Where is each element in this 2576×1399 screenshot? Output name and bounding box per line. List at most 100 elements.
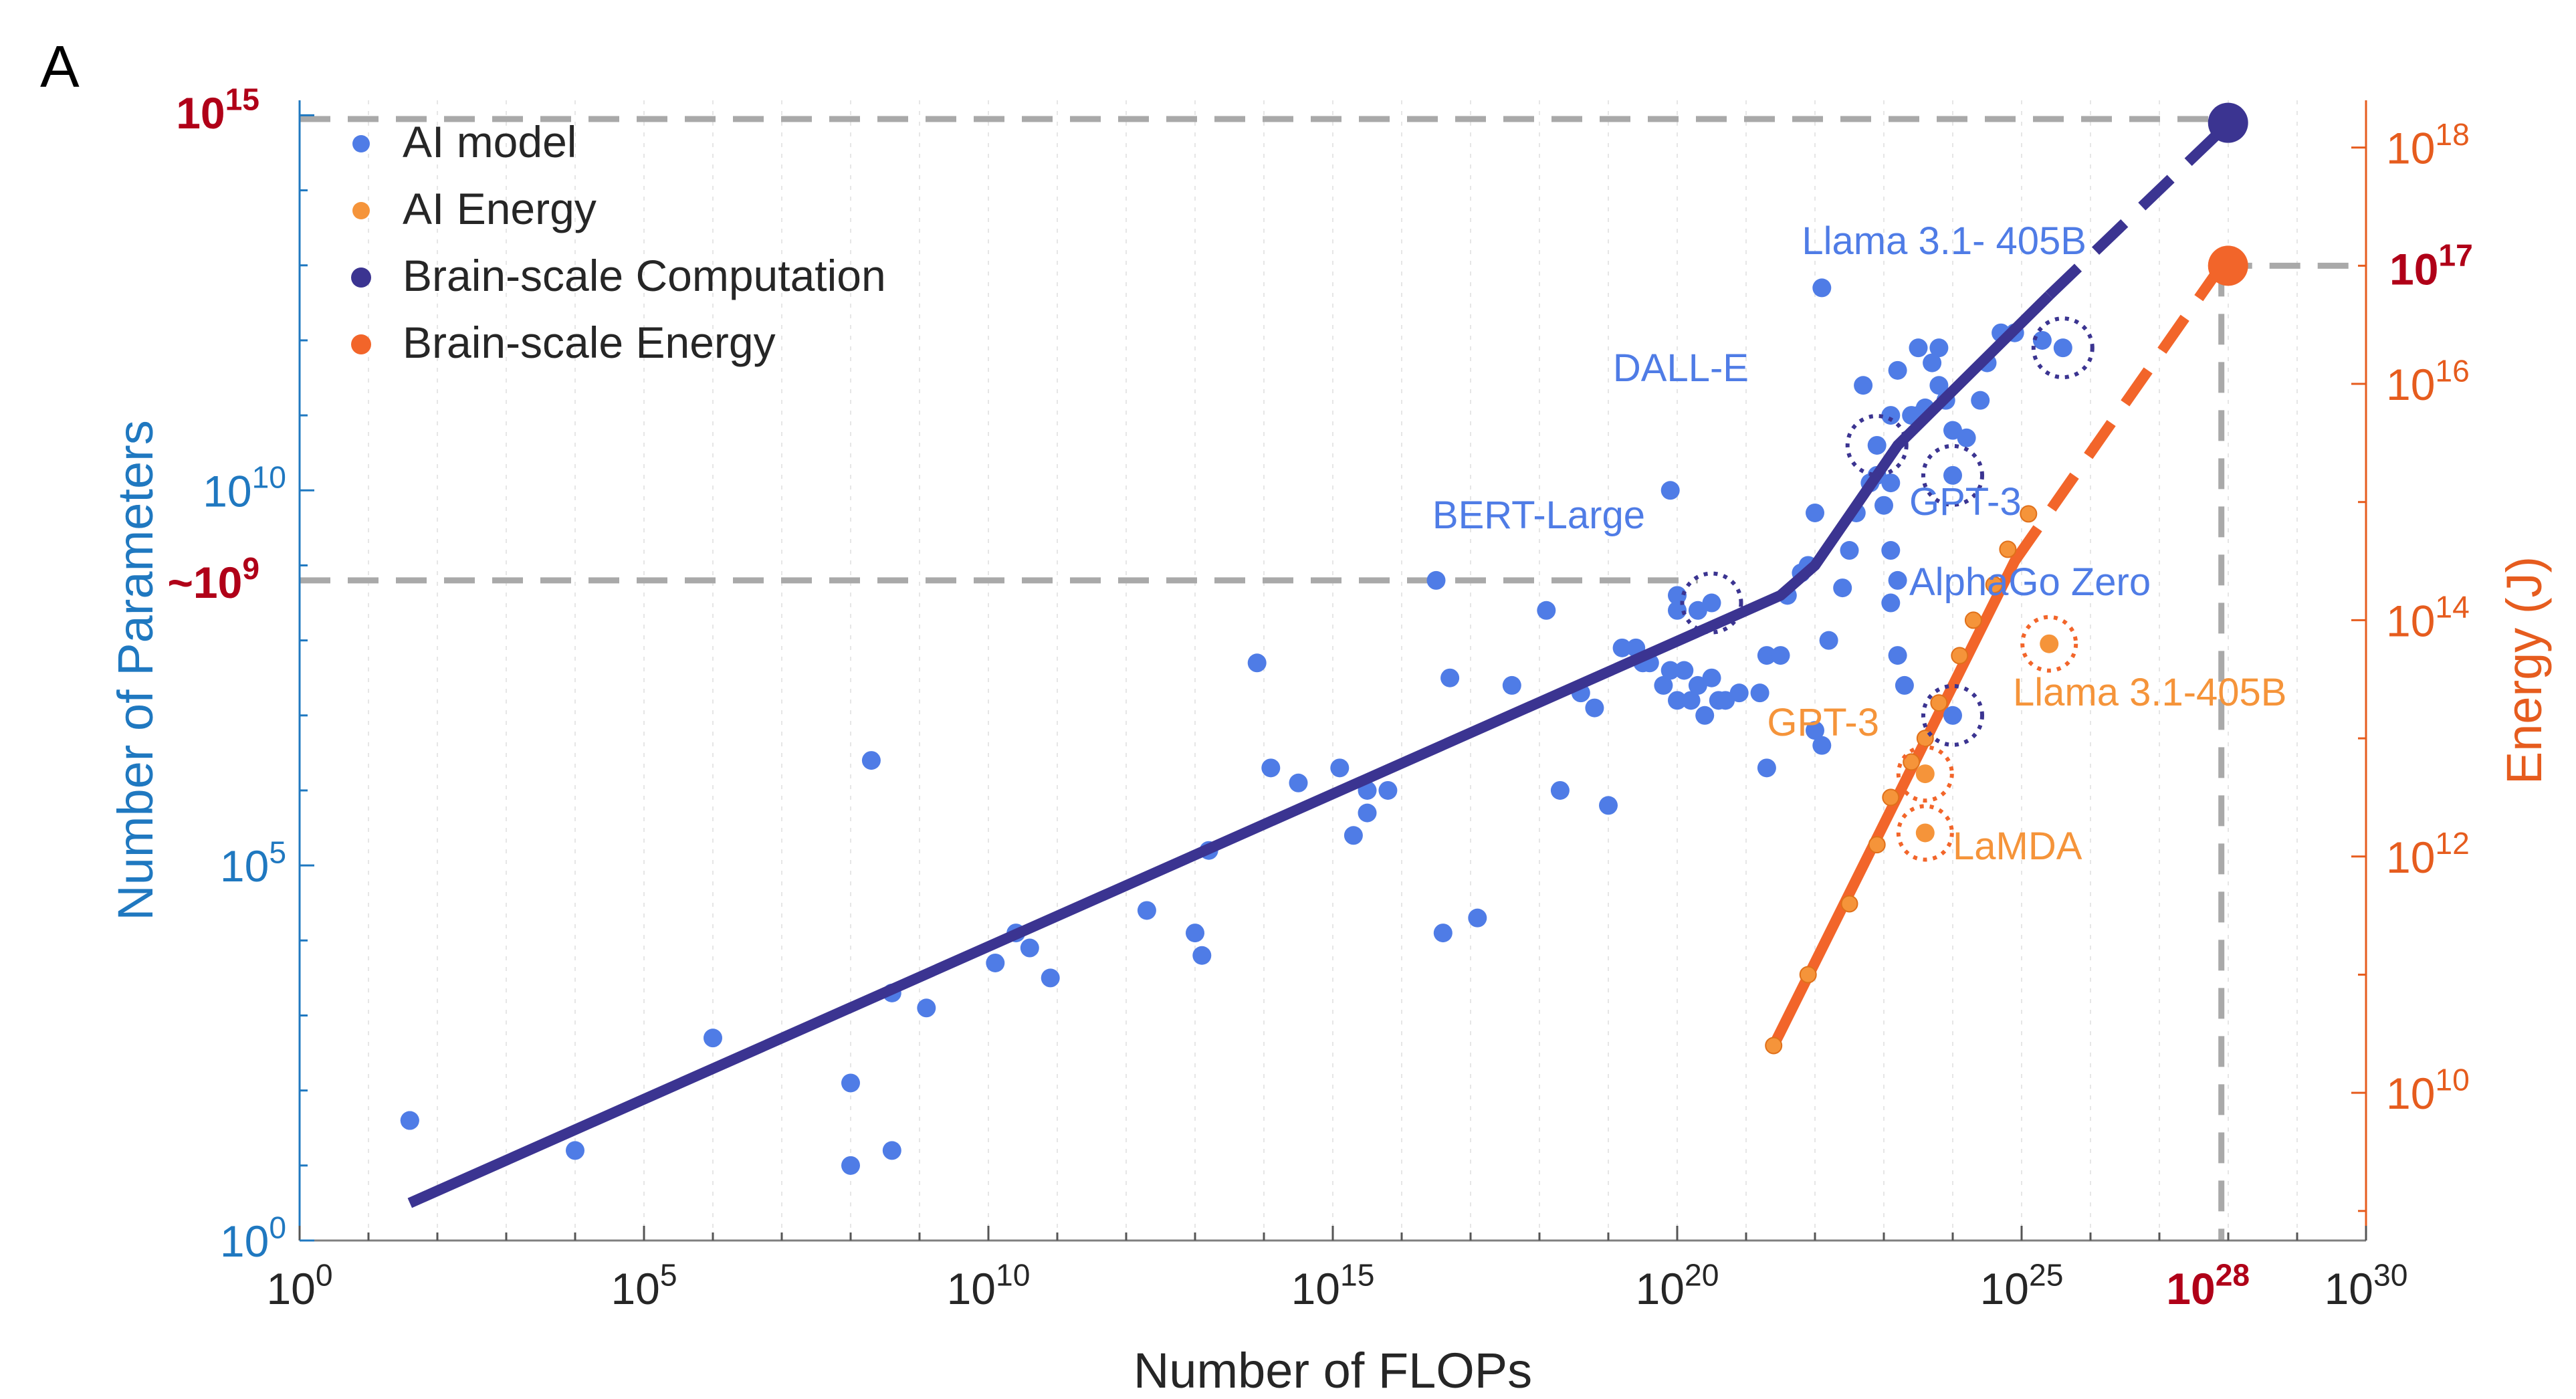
legend-swatch-brain_computation — [351, 267, 371, 288]
legend-swatch-ai_model — [352, 135, 370, 152]
ai-model-point — [1344, 826, 1363, 845]
ai-energy-point — [1951, 647, 1967, 663]
x-tick-label: 1030 — [2325, 1257, 2408, 1313]
panel-label: A — [40, 33, 80, 100]
ai-model-point — [1358, 804, 1377, 823]
ai-energy-point — [2000, 541, 2016, 557]
ai-model-point — [2033, 331, 2052, 350]
left-y-tick-label: 105 — [220, 835, 286, 891]
ai-model-point — [1440, 669, 1459, 687]
ai-model-point — [883, 1141, 901, 1160]
ai-energy-labeled-point — [2040, 635, 2058, 653]
ai-model-point — [1751, 683, 1769, 702]
ai-model-point — [1812, 278, 1831, 297]
ai-model-labeled-point — [1943, 706, 1962, 725]
x-tick-label: 105 — [611, 1257, 677, 1313]
brain-computation-projection — [2049, 130, 2222, 296]
highlight-energy-label: 1017 — [2389, 238, 2473, 294]
flops-parameters-energy-chart: 100 105 1010 1015 1020 1025 103010010510101010… — [0, 0, 2576, 1399]
x-tick-label: 1010 — [947, 1257, 1031, 1313]
ai-energy-label: Llama 3.1-405B — [2013, 671, 2286, 714]
ai-model-point — [1661, 481, 1680, 500]
ai-model-point — [1427, 571, 1446, 590]
ai-model-point — [986, 954, 1004, 972]
ai-model-point — [1289, 774, 1308, 792]
highlight-x-brain-label: 1028 — [2166, 1257, 2250, 1313]
brain-energy-projection — [2015, 265, 2222, 561]
ai-model-point — [1330, 758, 1349, 777]
x-tick-label: 1015 — [1291, 1257, 1375, 1313]
ai-model-point — [1820, 631, 1838, 650]
ai-model-point — [1889, 361, 1907, 380]
right-y-axis-title: Energy (J) — [2496, 556, 2552, 784]
brain-computation-endpoint — [2208, 103, 2248, 143]
ai-model-point — [1585, 699, 1604, 718]
ai-model-point — [1378, 781, 1397, 800]
ai-model-point — [862, 751, 881, 770]
x-axis-title: Number of FLOPs — [1134, 1343, 1532, 1398]
ai-model-point — [1730, 683, 1749, 702]
ai-model-point — [566, 1141, 584, 1160]
x-tick-label: 1020 — [1636, 1257, 1719, 1313]
ai-model-point — [401, 1111, 419, 1130]
highlight-param-top-label: 1015 — [176, 82, 259, 138]
ai-model-point — [917, 998, 936, 1017]
ai-model-point — [1772, 646, 1790, 665]
right-y-tick-label: 1016 — [2386, 353, 2470, 409]
ai-model-point — [1021, 939, 1039, 958]
ai-model-point — [1840, 541, 1859, 560]
ai-model-point — [1881, 473, 1900, 492]
ai-model-point — [1186, 924, 1204, 942]
ai-model-point — [1929, 338, 1948, 357]
ai-model-point — [1889, 646, 1907, 665]
ai-energy-point — [1883, 789, 1899, 805]
ai-model-point — [1833, 578, 1852, 597]
left-y-tick-label: 100 — [220, 1210, 286, 1266]
brain-energy-endpoint — [2208, 245, 2248, 286]
ai-model-point — [1503, 676, 1521, 695]
right-y-tick-label: 1014 — [2386, 590, 2470, 646]
ai-energy-point — [1800, 966, 1816, 982]
legend-label-brain_energy: Brain-scale Energy — [403, 318, 776, 367]
ai-model-point — [1889, 571, 1907, 590]
ai-model-point — [1703, 669, 1721, 687]
ai-model-point — [704, 1029, 722, 1047]
ai-model-point — [1854, 376, 1872, 395]
ai-energy-label: LaMDA — [1953, 825, 2082, 868]
ai-model-point — [1261, 758, 1280, 777]
ai-model-point — [1874, 496, 1893, 515]
legend-swatch-ai_energy — [352, 202, 370, 219]
ai-energy-labeled-point — [1916, 823, 1935, 842]
ai-energy-point — [1869, 837, 1885, 853]
ai-energy-point — [1842, 895, 1858, 911]
ai-model-point — [1757, 758, 1776, 777]
ai-model-point — [841, 1073, 860, 1092]
ai-energy-label: GPT-3 — [1767, 701, 1879, 744]
ai-model-labeled-point — [1703, 594, 1721, 613]
ai-model-point — [1138, 901, 1156, 920]
ai-model-point — [1806, 504, 1824, 522]
legend-swatch-brain_energy — [351, 334, 371, 354]
ai-model-labeled-point — [2054, 338, 2072, 357]
left-y-axis-title: Number of Parameters — [108, 420, 163, 921]
ai-model-point — [1895, 676, 1914, 695]
ai-model-point — [1881, 406, 1900, 425]
ai-model-point — [841, 1156, 860, 1175]
ai-model-point — [1192, 946, 1211, 965]
ai-model-point — [1599, 796, 1618, 815]
ai-model-point — [1957, 429, 1976, 447]
legend-label-ai_energy: AI Energy — [403, 184, 597, 233]
ai-energy-point — [1765, 1037, 1782, 1053]
ai-energy-labeled-point — [1916, 764, 1935, 783]
x-tick-label: 100 — [266, 1257, 332, 1313]
ai-model-point — [1248, 653, 1267, 672]
ai-model-label: AlphaGo Zero — [1909, 560, 2151, 604]
ai-energy-point — [1931, 695, 1947, 711]
highlight-param-mid-label: ~109 — [167, 551, 259, 607]
ai-model-point — [1881, 594, 1900, 613]
ai-energy-point — [2020, 506, 2036, 522]
ai-model-point — [1971, 391, 1990, 410]
ai-model-point — [1537, 601, 1555, 620]
ai-model-point — [1434, 924, 1453, 942]
ai-energy-point — [1965, 612, 1981, 628]
